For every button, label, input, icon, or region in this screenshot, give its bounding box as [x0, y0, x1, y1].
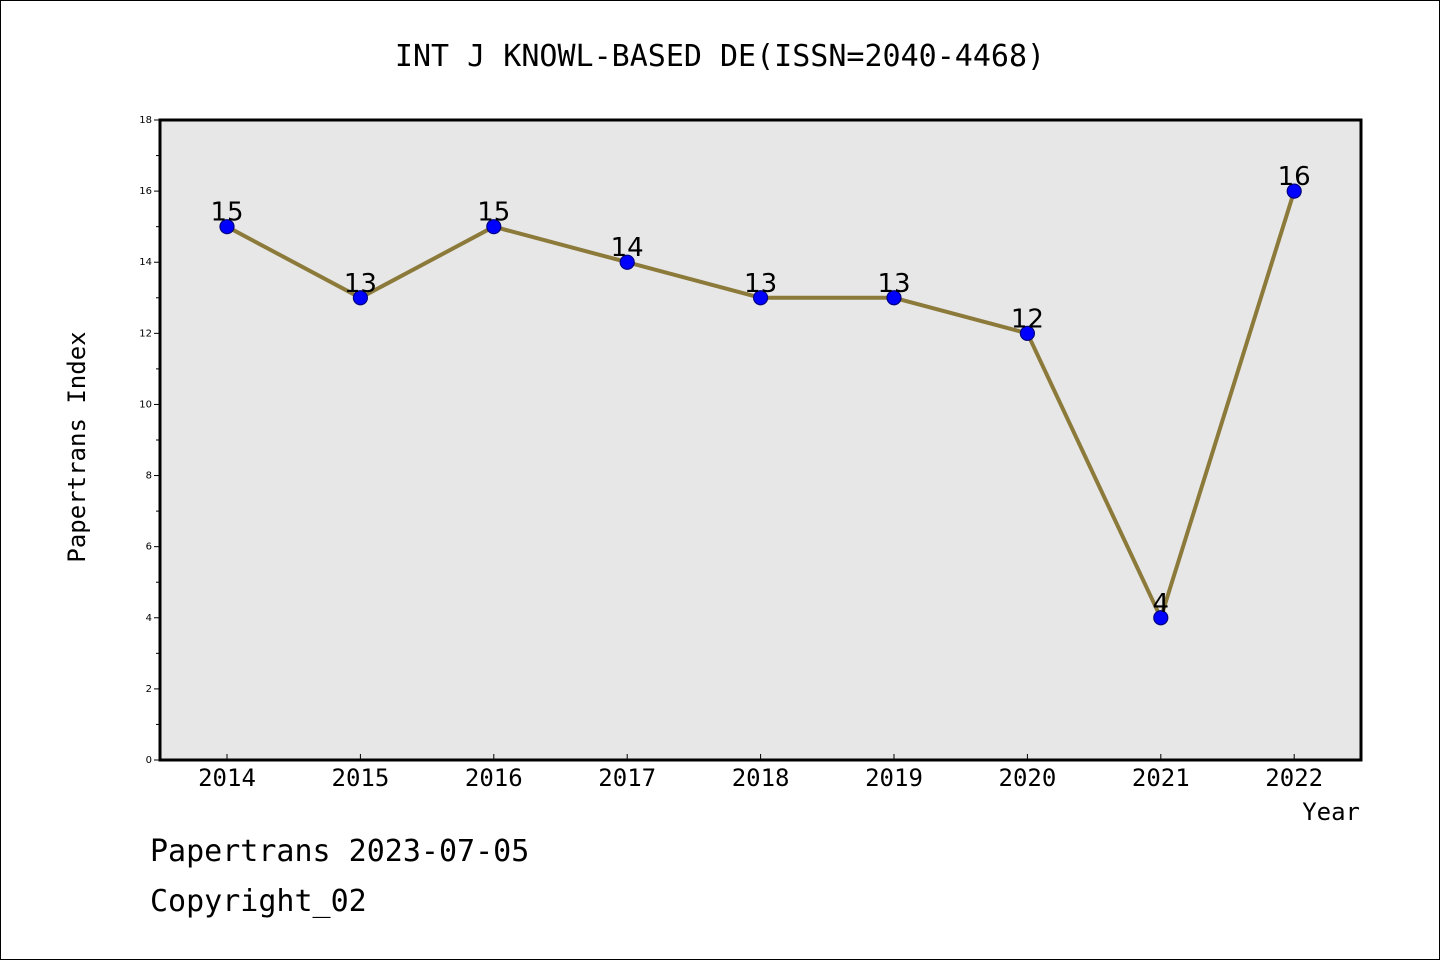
- x-tick-label: 2021: [1132, 764, 1190, 792]
- x-tick-label: 2016: [465, 764, 523, 792]
- y-tick-label: 4: [146, 613, 152, 624]
- data-point: [1019, 325, 1036, 341]
- data-label: 14: [611, 233, 644, 263]
- x-tick-label: 2018: [732, 764, 790, 792]
- x-tick-label: 2022: [1265, 764, 1323, 792]
- x-tick-label: 2014: [198, 764, 256, 792]
- data-label: 4: [1153, 589, 1170, 619]
- series-layer: [219, 183, 1302, 626]
- x-tick-label: 2019: [865, 764, 923, 792]
- footer-copyright: Copyright_02: [150, 884, 367, 919]
- data-label: 15: [210, 198, 243, 228]
- y-tick-label: 10: [139, 399, 152, 410]
- x-tick-label: 2020: [999, 764, 1057, 792]
- data-label: 15: [477, 198, 510, 228]
- data-point: [1286, 183, 1302, 199]
- y-tick-label: 14: [139, 257, 152, 268]
- y-axis: 0 2 4 6 8 10 12 14 16 18: [139, 115, 160, 766]
- data-point: [619, 254, 635, 270]
- data-point: [486, 219, 502, 235]
- data-point: [1153, 610, 1169, 626]
- footer-source: Papertrans 2023-07-05: [150, 834, 530, 869]
- y-tick-label: 6: [146, 542, 152, 553]
- data-label: 12: [1011, 304, 1044, 334]
- y-tick-label: 16: [139, 186, 152, 197]
- y-tick-label: 2: [146, 684, 152, 695]
- data-point: [352, 290, 368, 306]
- y-tick-label: 12: [139, 328, 152, 339]
- x-tick-label: 2015: [332, 764, 390, 792]
- chart-title: INT J KNOWL-BASED DE(ISSN=2040-4468): [395, 39, 1045, 74]
- data-label: 13: [877, 269, 910, 299]
- x-tick-label: 2017: [598, 764, 656, 792]
- y-tick-label: 18: [139, 115, 152, 126]
- data-point: [886, 290, 902, 306]
- plot-area: [158, 118, 1363, 762]
- data-point: [219, 219, 235, 235]
- data-label: 13: [744, 269, 777, 299]
- data-label: 16: [1278, 162, 1311, 192]
- y-tick-label: 0: [146, 755, 152, 766]
- data-labels: 15 13 15 14 13 13 12 4 16: [210, 162, 1310, 619]
- x-axis-label: Year: [1302, 798, 1360, 826]
- data-label: 13: [344, 269, 377, 299]
- y-axis-label: Papertrans Index: [63, 331, 91, 562]
- x-axis: 2014 2015 2016 2017 2018 2019 2020 2021 2022: [198, 754, 1323, 792]
- data-point: [752, 290, 769, 306]
- y-tick-label: 8: [146, 471, 152, 482]
